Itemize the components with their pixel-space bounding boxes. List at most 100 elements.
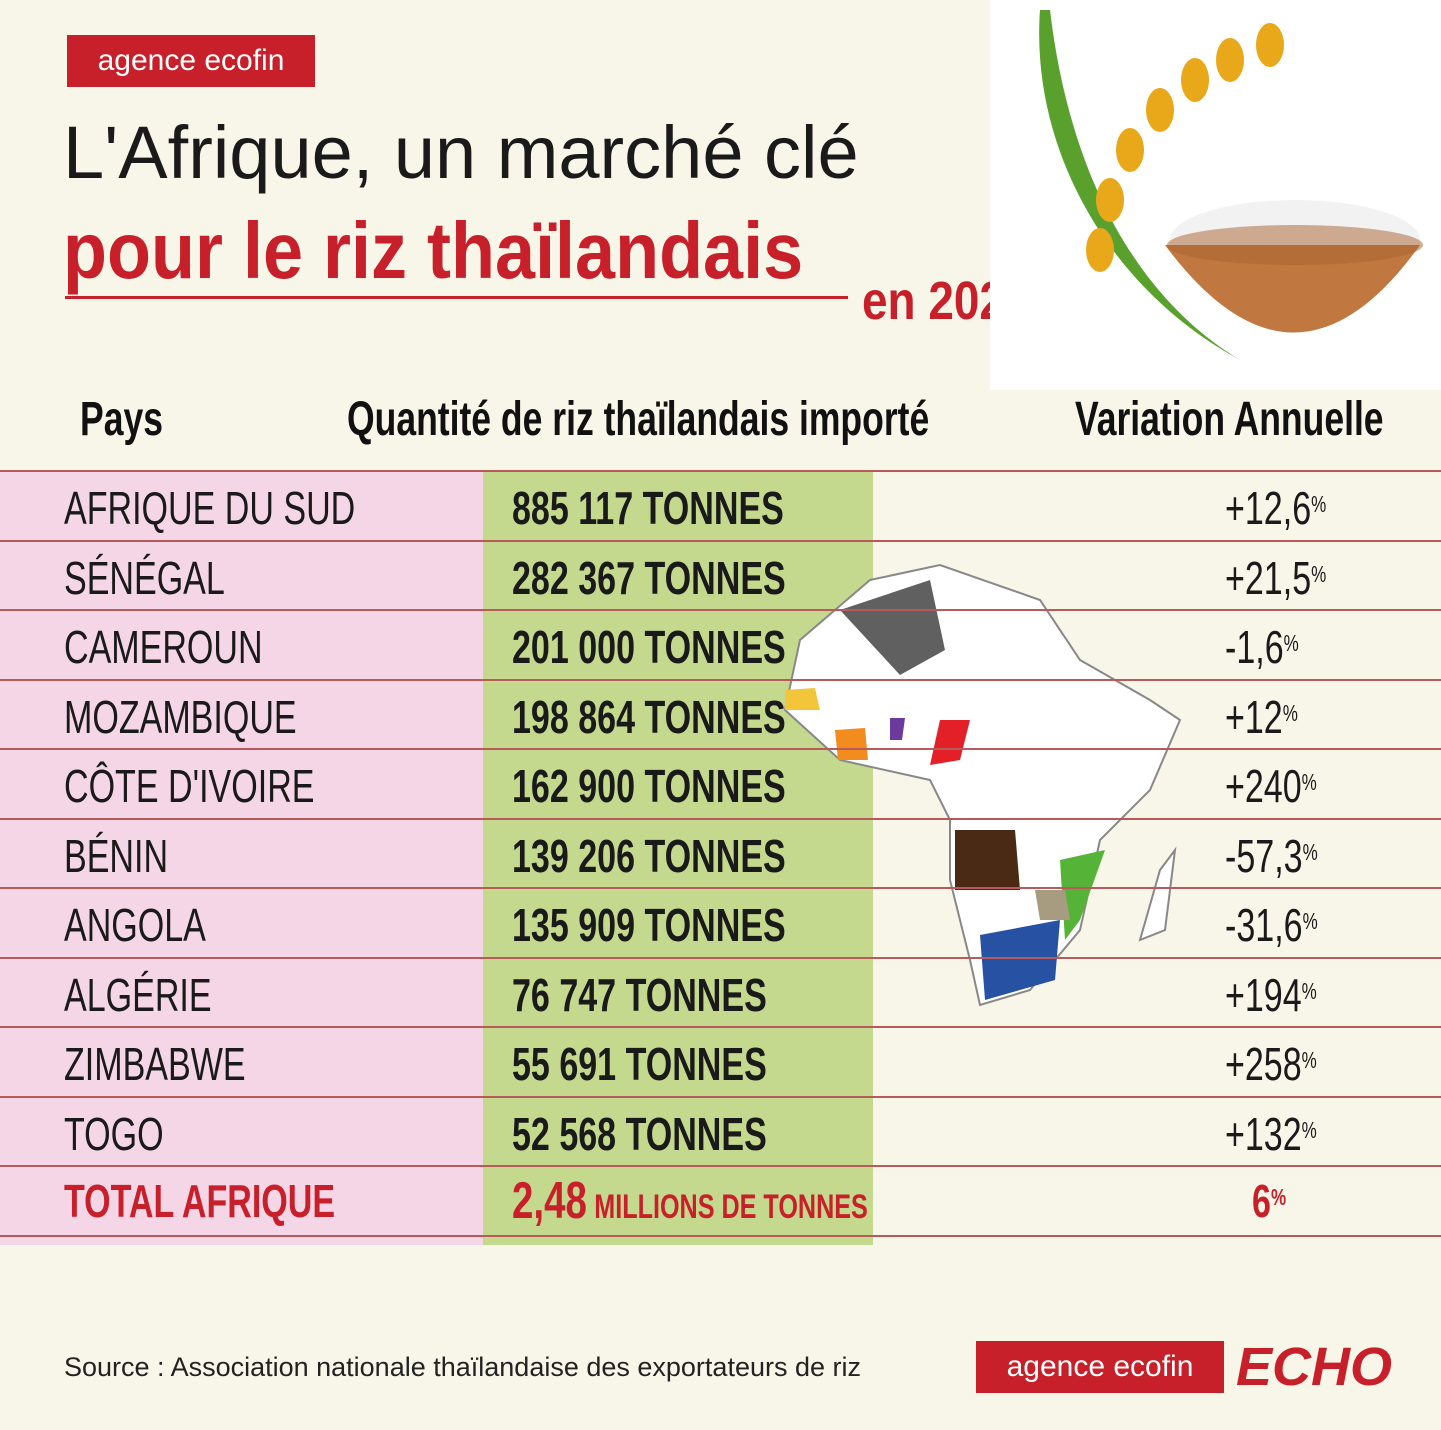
footer-logo: agence ecofin (1006, 1350, 1194, 1383)
variation-unit: % (1311, 491, 1327, 517)
variation: -1,6% (1225, 613, 1299, 682)
variation-value: +258 (1225, 1038, 1302, 1090)
variation-value: +12 (1225, 690, 1283, 743)
africa-map (783, 563, 1182, 1007)
column-header-text: Pays (80, 393, 163, 446)
country: BÉNIN (64, 829, 169, 882)
variation-value: +132 (1225, 1107, 1302, 1160)
quantity: 139 206 TONNES (512, 829, 786, 882)
country-cell: MOZAMBIQUE (64, 683, 378, 752)
footer-brand: ECHO (1236, 1337, 1393, 1397)
row-line (0, 678, 1441, 681)
country-cell: ZIMBABWE (64, 1030, 309, 1099)
rice-illustration (990, 0, 1441, 390)
logo-box: agence ecofin (67, 35, 315, 87)
column-header: Variation Annuelle (1075, 392, 1441, 447)
row-line (0, 817, 1441, 820)
row-line (0, 539, 1441, 542)
source: Source : Association nationale thaïlanda… (64, 1352, 861, 1382)
logo: agence ecofin (97, 44, 285, 77)
row-line (0, 609, 1441, 611)
total-amount-cell: 2,48 MILLIONS DE TONNES (512, 1167, 993, 1242)
variation-value: -31,6 (1225, 899, 1303, 951)
quantity-cell: 885 117 TONNES (512, 474, 879, 543)
variation-value: +21,5 (1225, 551, 1312, 604)
variation-unit: % (1282, 699, 1298, 726)
quantity: 198 864 TONNES (512, 690, 786, 743)
total-variation-cell: 6% (1252, 1167, 1298, 1236)
variation-value: +240 (1225, 760, 1302, 812)
variation-cell: +258% (1225, 1030, 1349, 1099)
total-country-cell: TOTAL AFRIQUE (64, 1167, 430, 1236)
variation-unit: % (1302, 908, 1318, 934)
column-header: Quantité de riz thaïlandais importé (347, 392, 1134, 447)
variation-value: -57,3 (1225, 829, 1303, 882)
variation-cell: -57,3% (1225, 822, 1350, 891)
variation: -57,3% (1225, 822, 1318, 891)
column-bg-quantity (483, 470, 873, 1245)
total-variation-value: 6 (1252, 1175, 1271, 1227)
variation: +240% (1225, 752, 1317, 821)
title-underline (65, 296, 848, 299)
variation-cell: +240% (1225, 752, 1349, 821)
total-amount: 2,48 MILLIONS DE TONNES (512, 1167, 868, 1242)
country-cell: AFRIQUE DU SUD (64, 474, 458, 543)
total-amount-value: 2,48 (512, 1172, 587, 1230)
quantity: 885 117 TONNES (512, 482, 784, 534)
row-line (0, 1026, 1441, 1028)
variation-value: +194 (1225, 968, 1302, 1021)
row-line (0, 1165, 1441, 1167)
variation-unit: % (1283, 630, 1299, 656)
footer-logo-box: agence ecofin (976, 1341, 1224, 1393)
total-variation: 6% (1252, 1167, 1286, 1236)
quantity: 52 568 TONNES (512, 1107, 767, 1160)
variation: +194% (1225, 961, 1317, 1030)
country-cell: CÔTE D'IVOIRE (64, 752, 403, 821)
row-line (0, 1234, 1441, 1237)
quantity-cell: 135 909 TONNES (512, 891, 882, 960)
variation-value: +12,6 (1225, 482, 1312, 534)
total-country: TOTAL AFRIQUE (64, 1175, 336, 1227)
country: CÔTE D'IVOIRE (64, 760, 315, 812)
variation: -31,6% (1225, 891, 1318, 960)
quantity-cell: 55 691 TONNES (512, 1030, 856, 1099)
variation-cell: +21,5% (1225, 544, 1362, 613)
variation-cell: +12,6% (1225, 474, 1362, 543)
country: ZIMBABWE (64, 1038, 246, 1090)
variation-unit: % (1301, 1116, 1317, 1143)
country: SÉNÉGAL (64, 551, 225, 604)
row-line (0, 748, 1441, 750)
column-header: Pays (80, 392, 192, 447)
variation-unit: % (1301, 977, 1317, 1004)
quantity-cell: 52 568 TONNES (512, 1100, 856, 1169)
variation-unit: % (1301, 1047, 1317, 1073)
row-line (0, 887, 1441, 889)
country: TOGO (64, 1107, 164, 1160)
quantity-cell: 162 900 TONNES (512, 752, 882, 821)
country-cell: ANGOLA (64, 891, 256, 960)
quantity-cell: 201 000 TONNES (512, 613, 882, 682)
quantity-cell: 139 206 TONNES (512, 822, 882, 891)
quantity-cell: 76 747 TONNES (512, 961, 856, 1030)
row-line (0, 470, 1441, 472)
quantity: 135 909 TONNES (512, 899, 786, 951)
country-cell: TOGO (64, 1100, 199, 1169)
quantity: 201 000 TONNES (512, 621, 786, 673)
quantity-cell: 198 864 TONNES (512, 683, 882, 752)
country-cell: ALGÉRIE (64, 961, 263, 1030)
row-line (0, 1095, 1441, 1098)
variation-unit: % (1302, 838, 1318, 865)
country: ANGOLA (64, 899, 206, 951)
title-line1: L'Afrique, un marché clé (63, 111, 859, 194)
variation-cell: -31,6% (1225, 891, 1350, 960)
variation-cell: +132% (1225, 1100, 1349, 1169)
column-header-text: Variation Annuelle (1075, 393, 1384, 446)
variation-value: -1,6 (1225, 621, 1284, 673)
quantity: 76 747 TONNES (512, 968, 767, 1021)
variation: +21,5% (1225, 544, 1326, 613)
title-line2: pour le riz thaïlandais (63, 205, 885, 297)
quantity: 282 367 TONNES (512, 551, 786, 604)
total-variation-unit: % (1270, 1184, 1287, 1210)
country: AFRIQUE DU SUD (64, 482, 356, 534)
